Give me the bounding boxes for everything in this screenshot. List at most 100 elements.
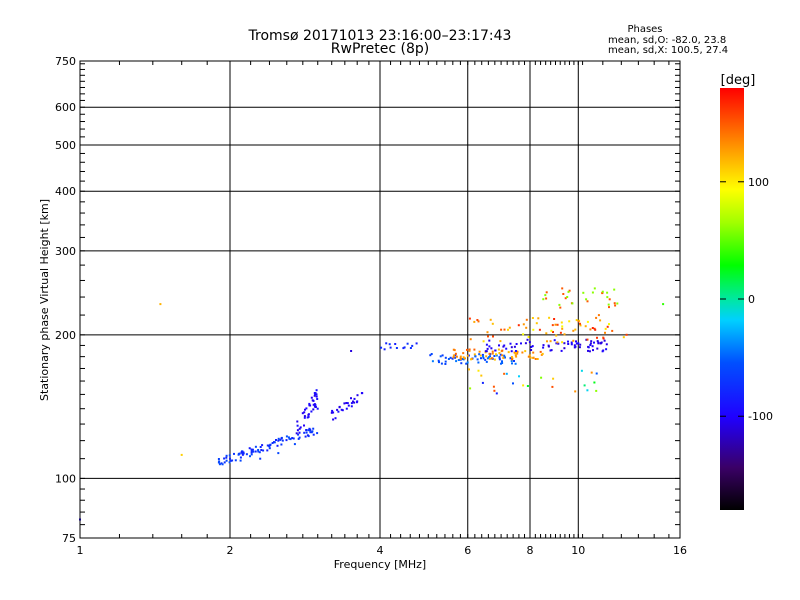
x-tick-label: 6 (464, 544, 471, 557)
data-point (552, 377, 555, 380)
data-point (347, 404, 350, 407)
data-point (596, 340, 599, 343)
data-point (597, 314, 600, 317)
data-point (564, 297, 567, 300)
data-point (535, 322, 538, 325)
x-tick-label: 10 (571, 544, 585, 557)
data-point (588, 350, 591, 353)
data-point (316, 398, 319, 400)
y-tick-label: 300 (55, 245, 76, 258)
data-point (361, 392, 364, 395)
data-point (225, 456, 228, 459)
data-point (303, 416, 306, 419)
data-point (305, 429, 308, 432)
x-tick-label: 16 (673, 544, 687, 557)
data-point (587, 346, 590, 349)
y-axis-ticks: 75 100 200 300 400 500 600 750 (55, 55, 680, 545)
data-point (605, 348, 608, 351)
data-point (525, 326, 528, 329)
data-point (625, 333, 628, 336)
data-point (570, 343, 573, 346)
data-point (340, 408, 343, 411)
data-point (503, 356, 506, 359)
data-point (250, 451, 253, 454)
chart-title: Tromsø 20171013 23:16:00–23:17:43 (248, 28, 512, 44)
data-point (582, 291, 585, 294)
data-point (337, 410, 340, 413)
phase-stats-header: Phases (627, 24, 662, 35)
data-point (586, 320, 589, 323)
data-point (452, 354, 455, 357)
data-point (599, 342, 602, 345)
data-point (234, 459, 237, 462)
data-point (468, 368, 470, 371)
data-point (261, 444, 264, 447)
data-point (289, 438, 292, 441)
data-point (557, 342, 560, 345)
data-point (550, 329, 553, 332)
data-point (529, 356, 532, 359)
data-point (554, 323, 557, 326)
data-point (606, 291, 609, 294)
data-point (522, 384, 525, 387)
data-point (316, 407, 319, 410)
data-point (473, 348, 476, 351)
data-point (494, 349, 497, 352)
data-point (561, 341, 564, 344)
data-point (521, 351, 524, 354)
data-point (558, 303, 561, 306)
data-point (438, 361, 440, 364)
data-point (303, 411, 306, 414)
data-point (454, 356, 457, 359)
data-point (501, 360, 503, 363)
data-point (516, 352, 519, 355)
data-point (469, 387, 472, 390)
data-point (462, 356, 465, 359)
data-point (577, 320, 580, 323)
data-point (279, 438, 282, 441)
data-point (228, 454, 231, 457)
data-point (259, 446, 262, 448)
data-point (485, 350, 488, 353)
data-point (467, 354, 470, 357)
data-point (555, 334, 558, 337)
data-point (468, 317, 471, 320)
data-point (258, 451, 261, 454)
data-point (513, 360, 515, 362)
data-point (353, 397, 356, 400)
data-point (231, 459, 234, 462)
data-point (562, 293, 565, 295)
data-point (312, 408, 315, 411)
data-point (476, 319, 479, 321)
data-point (314, 405, 317, 408)
data-point (343, 402, 346, 405)
data-point (332, 411, 335, 414)
data-point (303, 415, 306, 418)
phase-stats-o: mean, sd,O: -82.0, 23.8 (608, 35, 726, 46)
data-point (280, 437, 283, 440)
data-point (605, 343, 608, 346)
data-point (507, 351, 510, 354)
data-point (315, 393, 318, 396)
data-point (233, 452, 235, 455)
data-point (530, 349, 533, 351)
data-point (308, 404, 311, 407)
data-point (556, 341, 559, 344)
data-point (547, 345, 550, 348)
data-point (551, 385, 554, 388)
data-point (305, 431, 308, 434)
data-point (527, 355, 530, 358)
data-point (604, 327, 607, 330)
data-point (431, 360, 434, 363)
data-point (266, 449, 269, 452)
data-point (515, 350, 517, 352)
data-point (603, 339, 606, 342)
data-point (511, 358, 513, 361)
data-point (515, 355, 518, 358)
data-point (476, 358, 479, 361)
data-point (293, 443, 296, 446)
data-point (608, 306, 610, 309)
x-axis-ticks: 1 2 4 6 8 10 16 (77, 61, 687, 557)
data-point (579, 322, 581, 325)
data-point (304, 435, 307, 438)
